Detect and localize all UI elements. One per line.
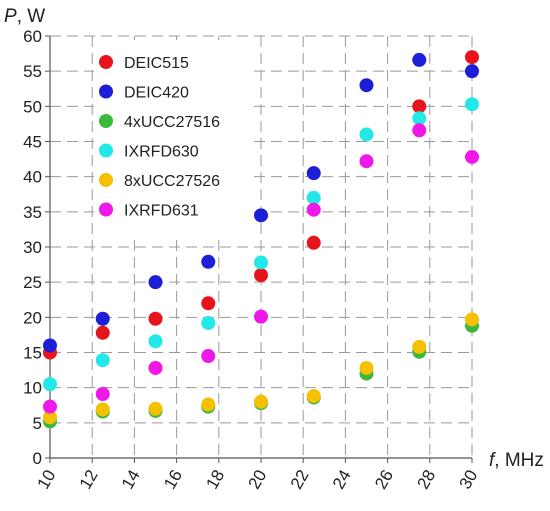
data-point [306,235,321,250]
data-point [306,166,321,181]
legend: DEIC515 DEIC420 4xUCC27516 IXRFD630 8xUCC275… [99,55,220,220]
y-tick-labels: 0 5 10 15 20 25 30 35 40 45 50 55 60 [23,27,42,468]
x-tick-label: 28 [413,467,439,493]
data-point [306,190,321,205]
legend-label: IXRFD630 [124,144,199,161]
x-tick-labels: 10 12 14 16 18 20 22 24 26 28 30 [34,467,482,493]
y-tick-label: 40 [23,168,42,187]
y-tick-label: 50 [23,97,42,116]
legend-marker [99,202,113,217]
legend-marker [99,143,113,158]
y-tick-label: 25 [23,273,42,292]
data-point [412,99,427,114]
data-point [95,402,110,417]
y-tick-label: 35 [23,203,42,222]
x-tick-label: 22 [287,467,313,493]
data-point [148,360,163,375]
y-tick-label: 0 [33,449,42,468]
x-tick-label: 26 [371,467,397,493]
data-point [306,202,321,217]
data-point [465,97,479,112]
y-tick-label: 15 [23,344,42,363]
legend-marker [99,114,113,128]
x-tick-label: 10 [34,467,60,493]
data-point [359,78,374,93]
data-point [465,149,479,164]
x-tick-label: 12 [76,467,102,493]
data-point [201,397,216,412]
data-point [201,254,216,269]
x-tick-label: 20 [245,467,271,493]
data-point [412,111,427,126]
data-point [254,255,268,270]
data-point [306,389,321,404]
data-point [201,349,216,364]
data-point [43,377,57,392]
data-point [359,360,374,375]
data-point [412,52,427,67]
data-point [43,338,57,353]
data-point [465,50,479,65]
legend-marker [99,173,113,187]
data-points [43,50,479,429]
legend-label: 8xUCC27526 [124,173,220,190]
data-point [148,275,163,290]
y-tick-label: 55 [23,62,42,81]
legend-label: IXRFD631 [124,203,199,220]
x-tick-label: 14 [118,467,144,493]
x-axis-unit: , MHz [494,450,544,471]
data-point [148,401,163,416]
y-axis-label: P, W [4,6,45,27]
x-tick-label: 30 [456,467,482,493]
y-tick-label: 60 [23,27,42,46]
x-axis-label: f, MHz [489,450,544,471]
y-tick-label: 10 [23,379,42,398]
legend-label: DEIC420 [124,85,189,102]
data-point [359,127,374,142]
y-axis-unit: , W [17,6,46,27]
data-point [465,64,479,79]
x-tick-label: 18 [202,467,228,493]
x-tick-label: 16 [160,467,186,493]
x-tick-label: 24 [329,467,355,493]
data-point [359,154,374,169]
data-point [148,311,163,326]
data-point [148,334,163,349]
data-point [95,311,110,326]
legend-background [94,40,254,236]
data-point [201,296,216,311]
y-tick-label: 30 [23,238,42,257]
data-point [412,123,427,138]
data-point [201,315,216,330]
data-point [254,268,268,283]
legend-label: 4xUCC27516 [124,114,220,131]
data-point [254,208,268,223]
data-point [95,353,110,368]
data-point [43,410,57,425]
data-point [254,309,268,324]
y-tick-label: 45 [23,133,42,152]
y-tick-label: 5 [33,414,42,433]
legend-marker [99,84,113,99]
data-point [412,339,427,354]
legend-label: DEIC515 [124,55,189,72]
data-point [43,399,57,414]
x-axis-variable: f [489,450,496,471]
data-point [95,325,110,340]
y-axis-variable: P [4,6,17,27]
data-point [95,386,110,401]
data-point [254,394,268,409]
y-tick-label: 20 [23,308,42,327]
data-point [465,312,479,327]
legend-marker [99,55,113,69]
